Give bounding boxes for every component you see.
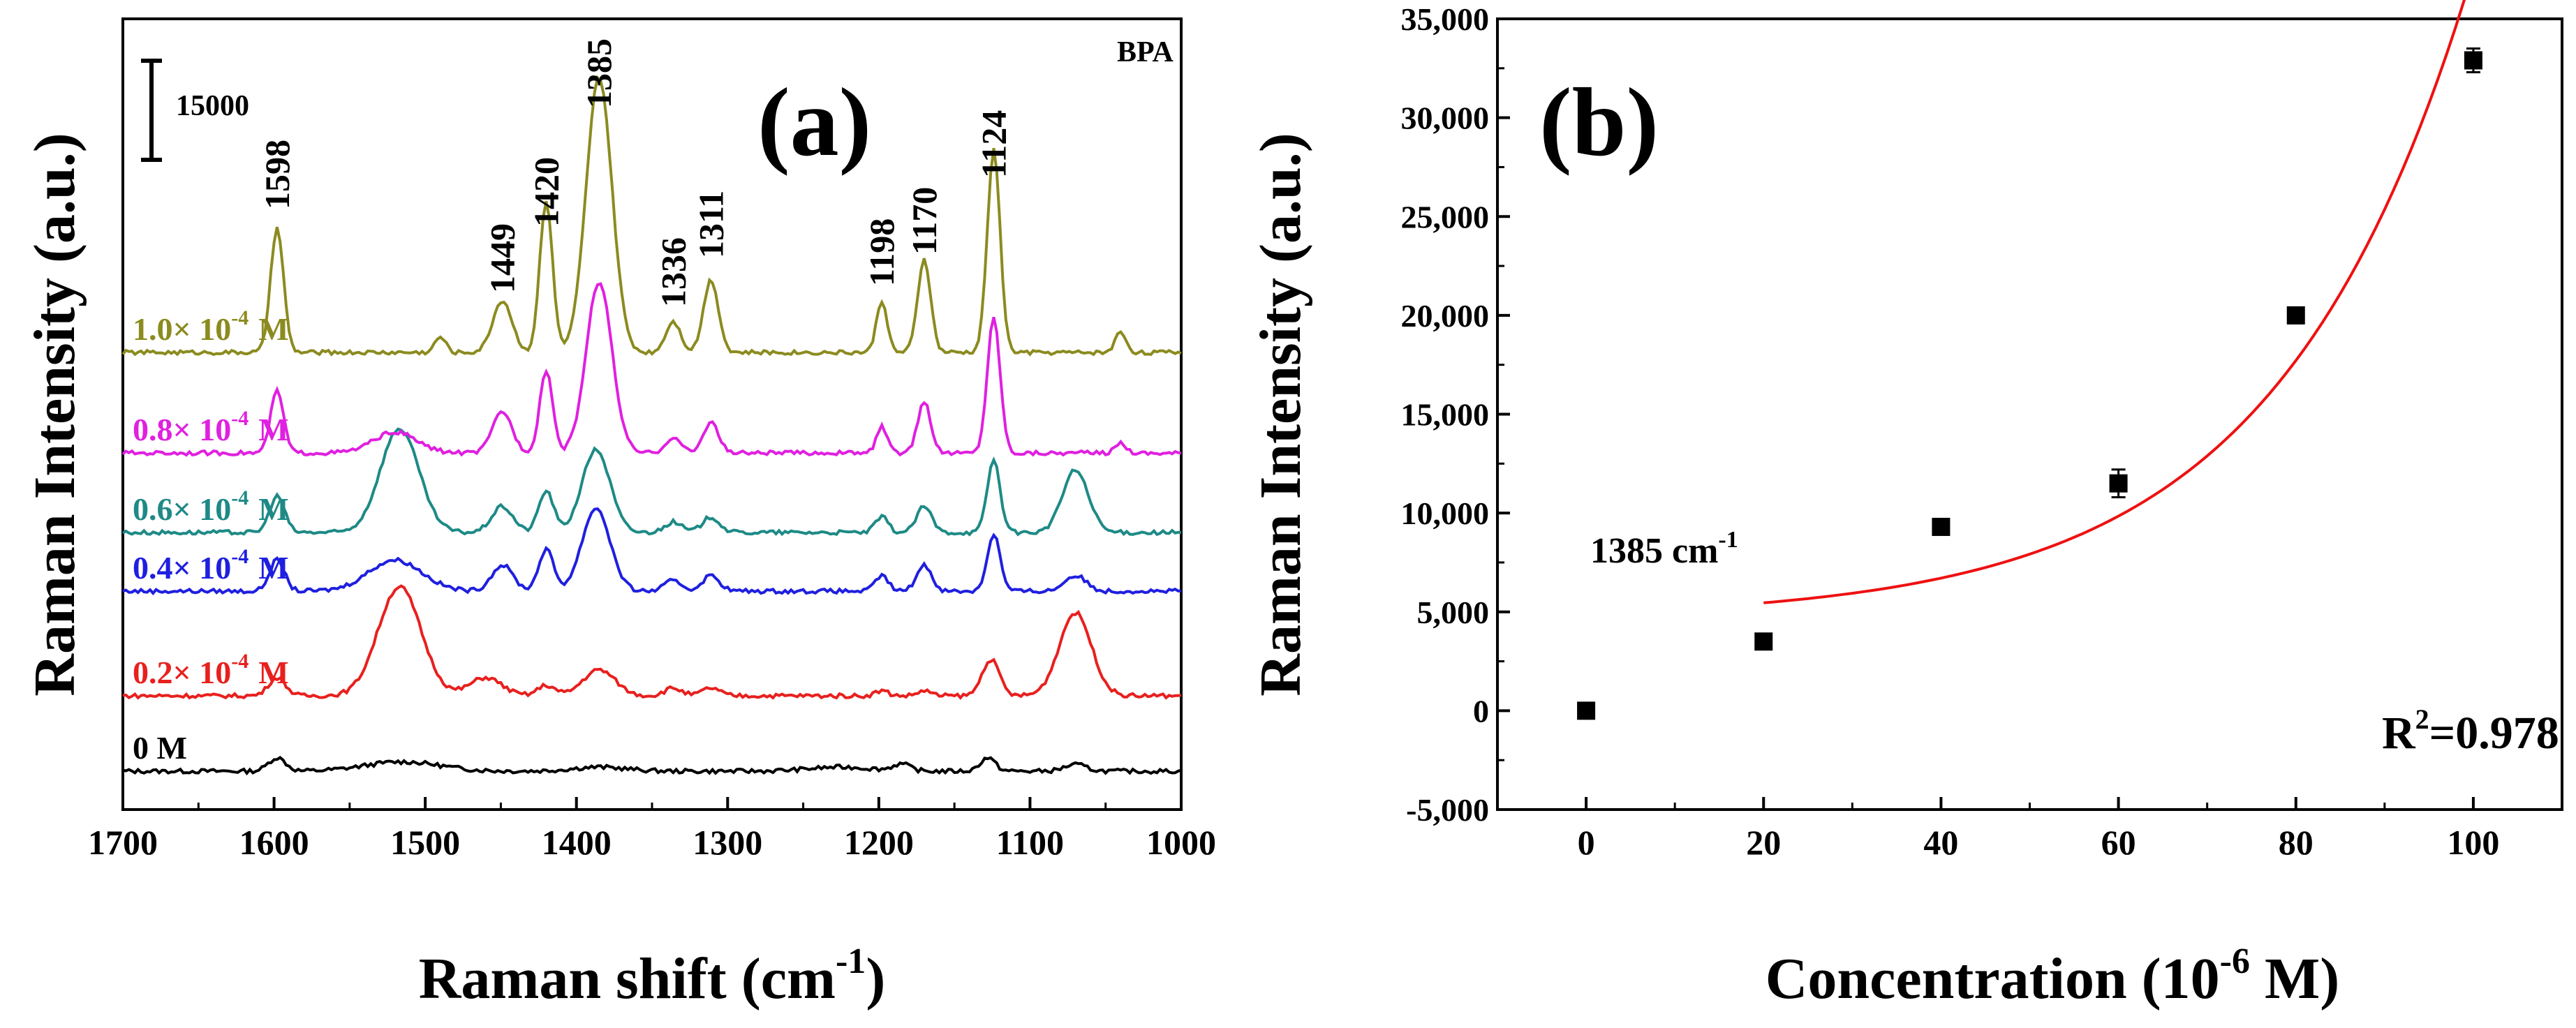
panel-a-x-axis-label: Raman shift (cm-1) bbox=[419, 941, 886, 1011]
series-label: 0.8× 10-4 M bbox=[133, 407, 289, 447]
panel-a-x-tick-label: 1600 bbox=[239, 823, 309, 862]
series-label-unit: M bbox=[258, 412, 288, 447]
panel-a-label: (a) bbox=[757, 68, 871, 177]
panel-b-y-tick-label: 20,000 bbox=[1401, 298, 1490, 334]
panel-b-annotation-sup: -1 bbox=[1718, 527, 1738, 553]
panel-b-calibration: -5,000 0 5,000 10,000 15,000 20,000 25,000 30,0… bbox=[1248, 0, 2563, 1011]
panel-a-x-tick-label: 1100 bbox=[996, 823, 1064, 862]
panel-b-annotation: 1385 cm-1 bbox=[1590, 527, 1738, 571]
panel-a-x-axis-label-end: ) bbox=[866, 946, 885, 1011]
data-point bbox=[2109, 474, 2128, 493]
panel-a-scale-bar: 15000 bbox=[141, 59, 249, 162]
series-label: 0 M bbox=[133, 730, 187, 766]
series-label-unit: M bbox=[258, 655, 288, 690]
series-label: 0.2× 10-4 M bbox=[133, 650, 289, 690]
r-squared-value: =0.978 bbox=[2429, 708, 2559, 759]
data-point bbox=[1754, 632, 1773, 651]
panel-b-x-tick-label: 40 bbox=[1923, 823, 1958, 862]
r-squared-prefix: R bbox=[2382, 708, 2416, 759]
panel-a-x-axis-label-main: Raman shift (cm bbox=[419, 946, 836, 1011]
peak-label: 1198 bbox=[862, 218, 901, 286]
series-label-main: 0.2× 10 bbox=[133, 655, 231, 690]
peak-label: 1170 bbox=[905, 187, 944, 255]
panel-b-r-squared: R2=0.978 bbox=[2382, 703, 2559, 759]
series-label-unit: M bbox=[258, 491, 288, 527]
panel-a-x-tick-label: 1300 bbox=[693, 823, 762, 862]
panel-b-fit-curve bbox=[1763, 0, 2466, 604]
panel-b-annotation-main: 1385 cm bbox=[1590, 531, 1718, 571]
panel-b-x-tick-label: 0 bbox=[1578, 823, 1595, 862]
panel-a-x-ticks: 1700 1600 1500 1400 1300 1200 1100 1000 bbox=[88, 797, 1216, 862]
series-label-exp: -4 bbox=[231, 407, 249, 430]
panel-b-y-tick-label: -5,000 bbox=[1406, 792, 1489, 828]
series-label: 0.4× 10-4 M bbox=[133, 545, 289, 586]
panel-a-x-tick-label: 1000 bbox=[1146, 823, 1216, 862]
panel-a-series-labels: 0 M0.2× 10-4 M0.4× 10-4 M0.6× 10-4 M0.8× 10… bbox=[133, 306, 289, 766]
panel-b-y-axis-label: Raman Intensity (a.u.) bbox=[1248, 133, 1313, 696]
panel-b-x-axis-label-end: M) bbox=[2250, 946, 2339, 1011]
panel-a-raman-spectra: 1700 1600 1500 1400 1300 1200 1100 1000 1598 144… bbox=[22, 17, 1216, 1011]
panel-b-x-axis-label-sup: -6 bbox=[2220, 941, 2250, 981]
series-label-main: 0.4× 10 bbox=[133, 550, 231, 586]
spectrum-line bbox=[121, 427, 1182, 537]
panel-b-y-tick-label: 10,000 bbox=[1401, 496, 1490, 531]
series-label-unit: M bbox=[258, 550, 288, 586]
panel-b-y-tick-label: 0 bbox=[1473, 693, 1489, 729]
spectrum-line bbox=[121, 75, 1182, 357]
panel-b-x-tick-label: 80 bbox=[2279, 823, 2314, 862]
series-label-exp: -4 bbox=[231, 306, 249, 329]
panel-a-x-tick-label: 1500 bbox=[390, 823, 460, 862]
series-label-exp: -4 bbox=[231, 545, 249, 568]
scale-bar-label: 15000 bbox=[176, 90, 249, 122]
panel-b-label: (b) bbox=[1539, 68, 1659, 177]
data-point bbox=[1577, 701, 1596, 720]
panel-a-x-tick-label: 1700 bbox=[88, 823, 158, 862]
panel-b-x-tick-label: 100 bbox=[2447, 823, 2499, 862]
panel-b-y-tick-label: 30,000 bbox=[1401, 100, 1490, 136]
panel-b-y-ticks: -5,000 0 5,000 10,000 15,000 20,000 25,000 30,0… bbox=[1401, 1, 1510, 828]
spectrum-line bbox=[121, 282, 1182, 457]
panel-b-x-axis-label-main: Concentration (10 bbox=[1766, 946, 2220, 1011]
panel-a-analyte-label: BPA bbox=[1117, 36, 1174, 68]
peak-label: 1449 bbox=[483, 223, 522, 293]
data-point bbox=[2286, 306, 2305, 325]
peak-label: 1336 bbox=[653, 237, 693, 307]
panel-a-x-axis-label-sup: -1 bbox=[836, 941, 866, 981]
data-point bbox=[2464, 51, 2482, 70]
spectrum-line bbox=[122, 756, 1182, 776]
series-label-main: 0.6× 10 bbox=[133, 491, 231, 527]
peak-label: 1311 bbox=[691, 191, 730, 258]
peak-label: 1420 bbox=[526, 157, 565, 227]
panel-b-x-tick-label: 60 bbox=[2101, 823, 2136, 862]
panel-b-data-points bbox=[1577, 47, 2482, 720]
series-label: 1.0× 10-4 M bbox=[133, 306, 289, 347]
panel-b-y-tick-label: 5,000 bbox=[1417, 595, 1490, 630]
panel-b-y-tick-label: 15,000 bbox=[1401, 397, 1490, 433]
panel-a-x-tick-label: 1400 bbox=[542, 823, 612, 862]
peak-label: 1124 bbox=[974, 110, 1013, 178]
panel-b-y-tick-label: 25,000 bbox=[1401, 199, 1490, 234]
series-label-main: 0.8× 10 bbox=[133, 412, 231, 447]
series-label-main: 0 M bbox=[133, 730, 187, 766]
series-label-exp: -4 bbox=[231, 486, 249, 509]
panel-b-x-axis-label: Concentration (10-6 M) bbox=[1766, 941, 2340, 1011]
panel-b-x-tick-label: 20 bbox=[1746, 823, 1781, 862]
peak-label: 1385 bbox=[579, 38, 619, 108]
data-point bbox=[1932, 517, 1950, 536]
panel-b-x-ticks: 0 20 40 60 80 100 bbox=[1496, 797, 2563, 862]
series-label-exp: -4 bbox=[231, 650, 249, 673]
series-label-main: 1.0× 10 bbox=[133, 311, 231, 347]
panel-a-x-tick-label: 1200 bbox=[844, 823, 914, 862]
panel-a-y-axis-label: Raman Intensity (a.u.) bbox=[22, 133, 87, 696]
series-label: 0.6× 10-4 M bbox=[133, 486, 289, 527]
spectrum-line bbox=[122, 584, 1182, 701]
panel-b-y-tick-label: 35,000 bbox=[1401, 1, 1490, 37]
series-label-unit: M bbox=[258, 311, 288, 347]
r-squared-sup: 2 bbox=[2415, 703, 2429, 735]
spectrum-line bbox=[122, 507, 1182, 596]
panel-a-spectra bbox=[121, 75, 1182, 776]
peak-label: 1598 bbox=[258, 140, 297, 209]
